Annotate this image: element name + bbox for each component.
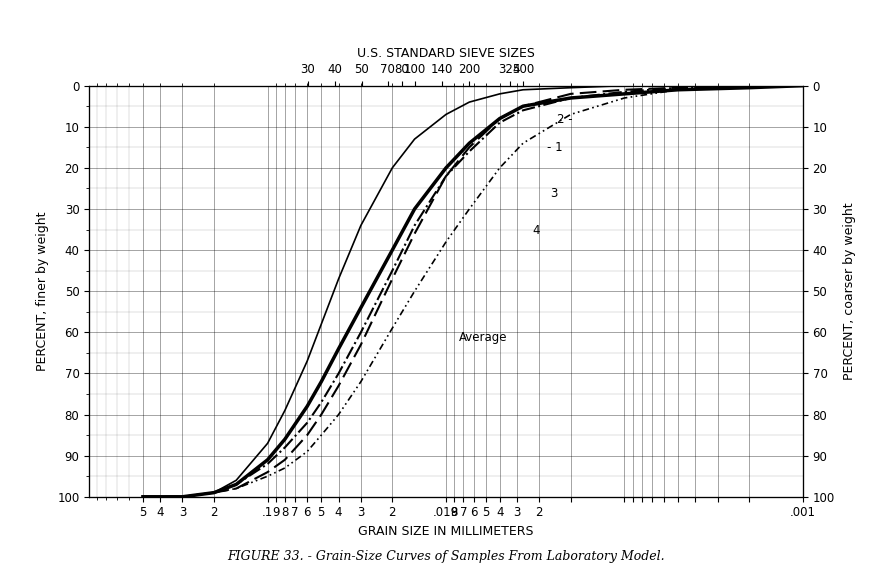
X-axis label: U.S. STANDARD SIEVE SIZES: U.S. STANDARD SIEVE SIZES <box>357 47 535 61</box>
Y-axis label: PERCENT, finer by weight: PERCENT, finer by weight <box>36 211 49 371</box>
Text: 4: 4 <box>532 224 540 236</box>
X-axis label: GRAIN SIZE IN MILLIMETERS: GRAIN SIZE IN MILLIMETERS <box>359 525 533 538</box>
Text: FIGURE 33. - Grain-Size Curves of Samples From Laboratory Model.: FIGURE 33. - Grain-Size Curves of Sample… <box>227 549 665 562</box>
Text: 3: 3 <box>550 187 558 200</box>
Text: - 1: - 1 <box>548 142 563 154</box>
Text: Average: Average <box>458 331 507 344</box>
Y-axis label: PERCENT, coarser by weight: PERCENT, coarser by weight <box>843 202 856 380</box>
Text: 2 -: 2 - <box>557 112 572 126</box>
